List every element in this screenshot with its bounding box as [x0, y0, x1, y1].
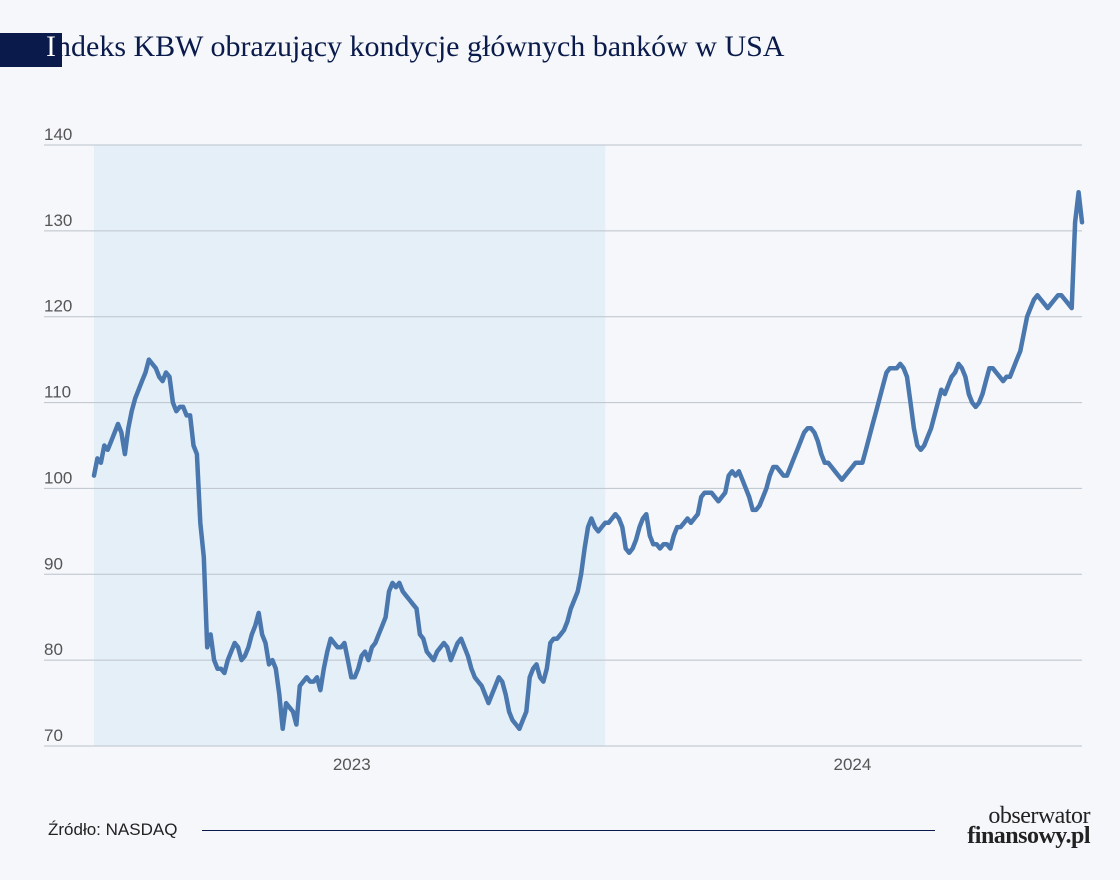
x-tick-label: 2024	[834, 755, 872, 774]
highlight-band	[94, 145, 606, 746]
y-tick-label: 100	[44, 468, 72, 487]
footer-divider	[202, 830, 935, 831]
title-accent-bar	[0, 33, 62, 67]
x-axis-labels: 2023 2024	[333, 755, 872, 774]
y-axis-labels: 70 80 90 100 110 120 130 140	[44, 125, 72, 745]
logo-line-1: obserwator	[988, 803, 1090, 829]
x-tick-label: 2023	[333, 755, 371, 774]
line-chart: 70 80 90 100 110 120 130 140 2023 2024	[44, 125, 1085, 774]
y-tick-label: 70	[44, 726, 63, 745]
title-first-letter: I	[46, 30, 56, 63]
y-tick-label: 130	[44, 211, 72, 230]
brand-logo: obserwator finansowy.pl	[967, 803, 1090, 849]
y-tick-label: 140	[44, 125, 72, 144]
y-tick-label: 110	[44, 383, 71, 402]
kbw-index-line	[91, 189, 1085, 732]
series-line	[91, 189, 1085, 732]
title-text: ndeks KBW obrazujący kondycje głównych b…	[56, 30, 785, 63]
y-tick-label: 90	[44, 554, 63, 573]
shaded-period	[94, 145, 606, 746]
y-tick-label: 120	[44, 297, 72, 316]
logo-line-2: finansowy.pl	[967, 823, 1090, 849]
chart-title: Indeks KBW obrazujący kondycje głównych …	[46, 30, 784, 64]
source-note: Źródło: NASDAQ	[48, 820, 178, 839]
y-tick-label: 80	[44, 640, 63, 659]
